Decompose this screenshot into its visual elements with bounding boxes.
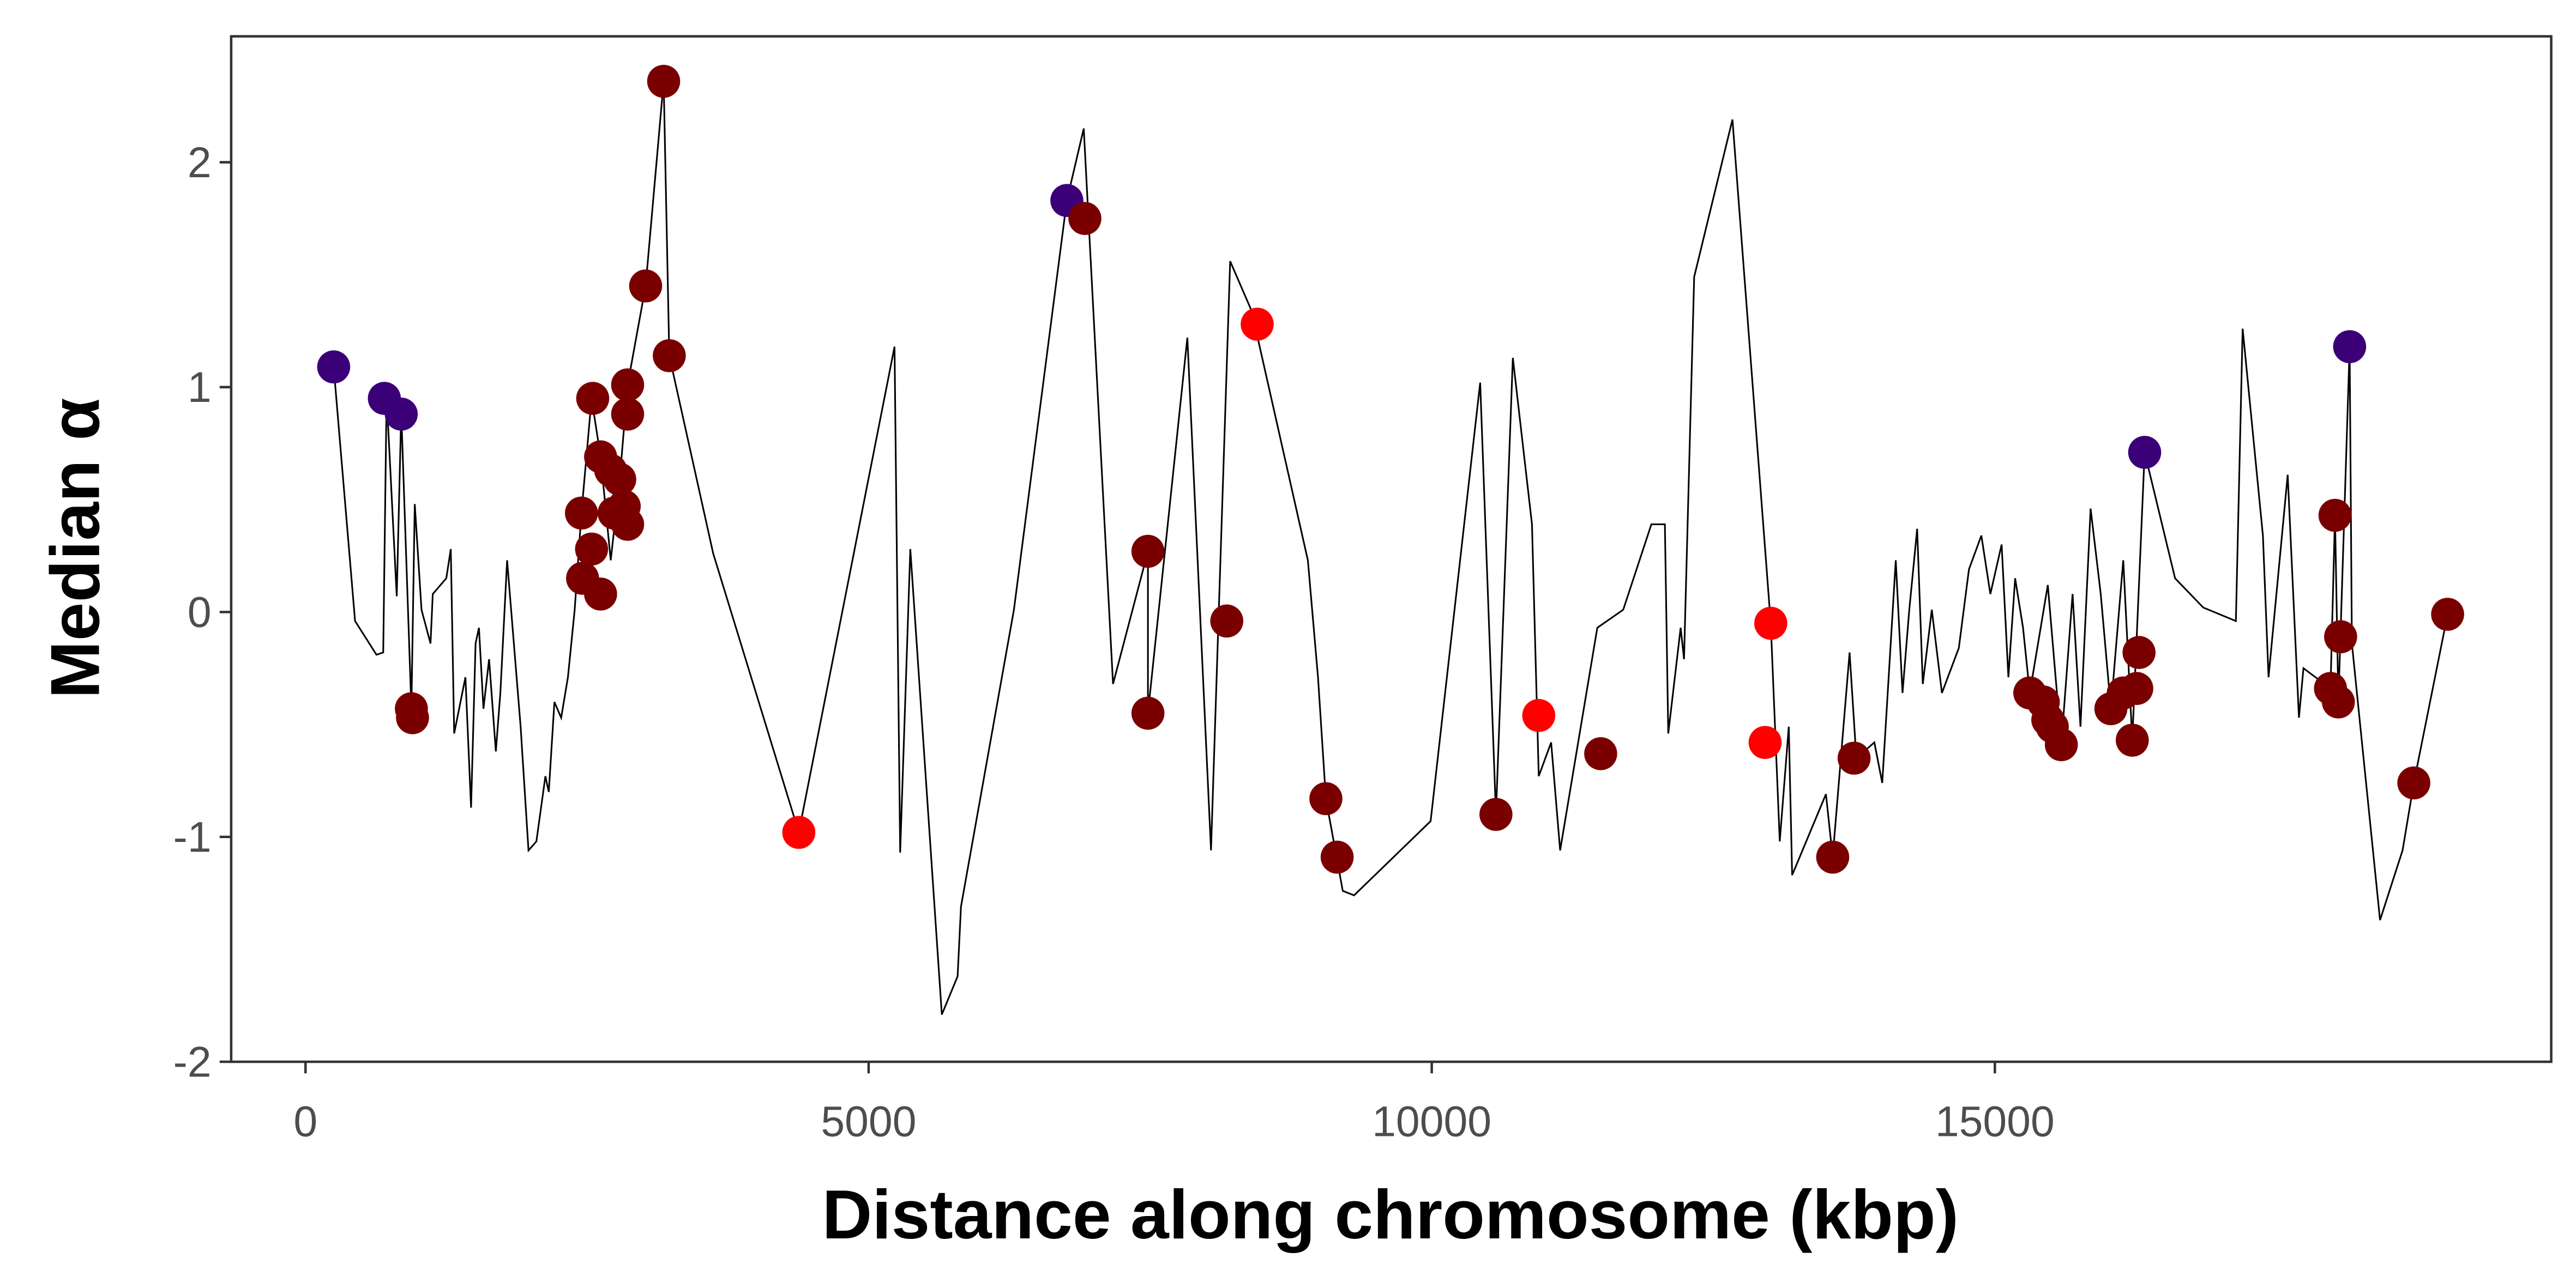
data-point: [564, 496, 598, 530]
data-point: [2431, 598, 2464, 631]
plot-area: -2 -1 0 1 2 0 5000 10000 15000: [173, 64, 2464, 1145]
data-point: [2333, 330, 2367, 364]
data-point: [2397, 766, 2430, 800]
y-axis-title: Median α: [37, 398, 114, 699]
y-tick-label: 1: [188, 363, 212, 411]
data-point: [1754, 606, 1787, 640]
x-axis-title: Distance along chromosome (kbp): [822, 1176, 1959, 1253]
data-point: [384, 398, 418, 431]
data-line: [333, 81, 2449, 1015]
data-point: [2115, 724, 2149, 757]
data-point: [1210, 604, 1244, 638]
data-point: [1131, 534, 1165, 568]
data-point: [396, 701, 429, 735]
panel-border: [230, 35, 2553, 1063]
data-point: [1584, 737, 1617, 771]
data-point: [1748, 726, 1782, 759]
y-tick-label: 0: [188, 588, 212, 636]
data-point: [653, 339, 686, 372]
y-tick-label: -2: [173, 1038, 212, 1086]
x-tick-label: 15000: [1935, 1097, 2055, 1145]
data-point: [2128, 436, 2162, 469]
data-point: [1320, 840, 1354, 874]
data-point: [575, 532, 609, 566]
y-tick-label: 2: [188, 139, 212, 186]
data-point: [1816, 840, 1850, 874]
data-point: [2324, 620, 2357, 653]
data-point: [1479, 798, 1513, 831]
data-point: [317, 350, 351, 384]
data-point: [629, 269, 663, 303]
data-point: [576, 382, 610, 415]
data-point: [584, 577, 617, 611]
data-point: [1068, 202, 1102, 235]
data-point: [603, 462, 636, 496]
data-point: [2122, 636, 2156, 669]
data-point: [611, 398, 645, 431]
data-point: [611, 368, 645, 402]
data-point: [2321, 685, 2355, 719]
data-point: [2318, 498, 2352, 532]
data-point: [1837, 742, 1871, 775]
data-point: [611, 508, 645, 541]
data-point: [2120, 672, 2153, 705]
y-tick-label: -1: [173, 813, 212, 861]
data-point: [1309, 782, 1343, 815]
x-tick-label: 10000: [1372, 1097, 1491, 1145]
data-point: [647, 64, 681, 98]
x-tick-label: 0: [293, 1097, 317, 1145]
data-point: [1131, 696, 1165, 730]
data-point: [1522, 699, 1556, 732]
data-point: [2044, 728, 2078, 761]
data-point: [782, 816, 816, 849]
x-tick-label: 5000: [821, 1097, 916, 1145]
data-point: [1241, 308, 1274, 341]
